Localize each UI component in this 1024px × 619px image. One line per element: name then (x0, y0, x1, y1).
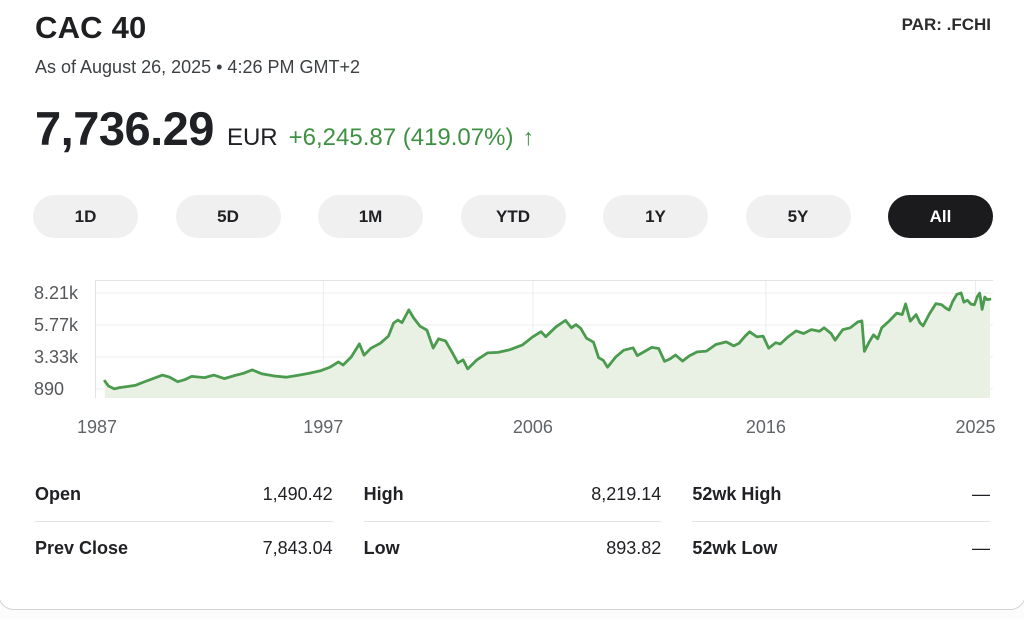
range-button-1d[interactable]: 1D (33, 195, 138, 238)
stat-row-52wk-low: 52wk Low — (692, 522, 990, 575)
stat-row-prev-close: Prev Close 7,843.04 (35, 522, 333, 575)
range-button-5d[interactable]: 5D (175, 195, 281, 238)
page-title: CAC 40 (35, 10, 147, 45)
x-axis-label: 2006 (512, 417, 553, 437)
y-axis-label: 8.21k (34, 283, 79, 303)
ticker-symbol: PAR: .FCHI (901, 15, 991, 34)
stat-label: 52wk High (692, 484, 782, 504)
stat-row-low: Low 893.82 (364, 522, 662, 575)
stat-value: 8,219.14 (591, 484, 662, 504)
price-area-chart (95, 280, 993, 398)
stats-column: Open 1,490.42 Prev Close 7,843.04 (35, 468, 333, 575)
stat-value: 893.82 (606, 538, 662, 558)
stats-column: 52wk High — 52wk Low — (692, 468, 990, 575)
range-button-1m[interactable]: 1M (318, 195, 423, 238)
x-axis-label: 1997 (303, 417, 344, 437)
stats-column: High 8,219.14 Low 893.82 (363, 468, 662, 575)
stat-value: — (971, 538, 990, 558)
y-axis: 8.21k 5.77k 3.33k 890 (33, 280, 89, 399)
time-range-selector: 1D 5D 1M YTD 1Y 5Y All (33, 195, 993, 238)
current-price: 7,736.29 (35, 102, 214, 155)
plot-area[interactable] (95, 280, 993, 398)
stat-row-open: Open 1,490.42 (35, 468, 333, 521)
x-axis: 1987 1997 2006 2016 2025 (77, 417, 996, 441)
stat-row-52wk-high: 52wk High — (692, 468, 990, 521)
as-of-timestamp: As of August 26, 2025 • 4:26 PM GMT+2 (35, 57, 360, 77)
stat-label: High (363, 484, 404, 504)
x-axis-label: 2025 (955, 417, 996, 437)
divider (35, 521, 333, 522)
stat-label: Open (35, 484, 82, 504)
stat-row-high: High 8,219.14 (364, 468, 662, 521)
range-button-all[interactable]: All (888, 195, 993, 238)
y-axis-label: 890 (34, 379, 65, 399)
range-button-ytd[interactable]: YTD (460, 195, 566, 238)
stat-label: Prev Close (35, 538, 129, 558)
divider (692, 521, 990, 522)
stat-value: — (971, 484, 990, 504)
up-arrow-icon: ↑ (522, 124, 534, 150)
range-button-1y[interactable]: 1Y (603, 195, 708, 238)
stat-value: 1,490.42 (262, 484, 333, 504)
stat-label: Low (363, 538, 400, 558)
range-button-5y[interactable]: 5Y (745, 195, 851, 238)
x-axis-label: 1987 (76, 417, 118, 437)
price-row: 7,736.29 EUR +6,245.87 (419.07%) ↑ (35, 101, 534, 156)
key-stats: Open 1,490.42 Prev Close 7,843.04 High 8… (35, 468, 990, 575)
stat-value: 7,843.04 (262, 538, 333, 558)
y-axis-label: 3.33k (34, 347, 79, 367)
divider (363, 521, 662, 522)
stat-label: 52wk Low (692, 538, 778, 558)
currency-label: EUR (226, 124, 278, 151)
y-axis-label: 5.77k (34, 315, 79, 335)
x-axis-label: 2016 (745, 417, 786, 437)
price-change: +6,245.87 (419.07%) (288, 124, 514, 151)
